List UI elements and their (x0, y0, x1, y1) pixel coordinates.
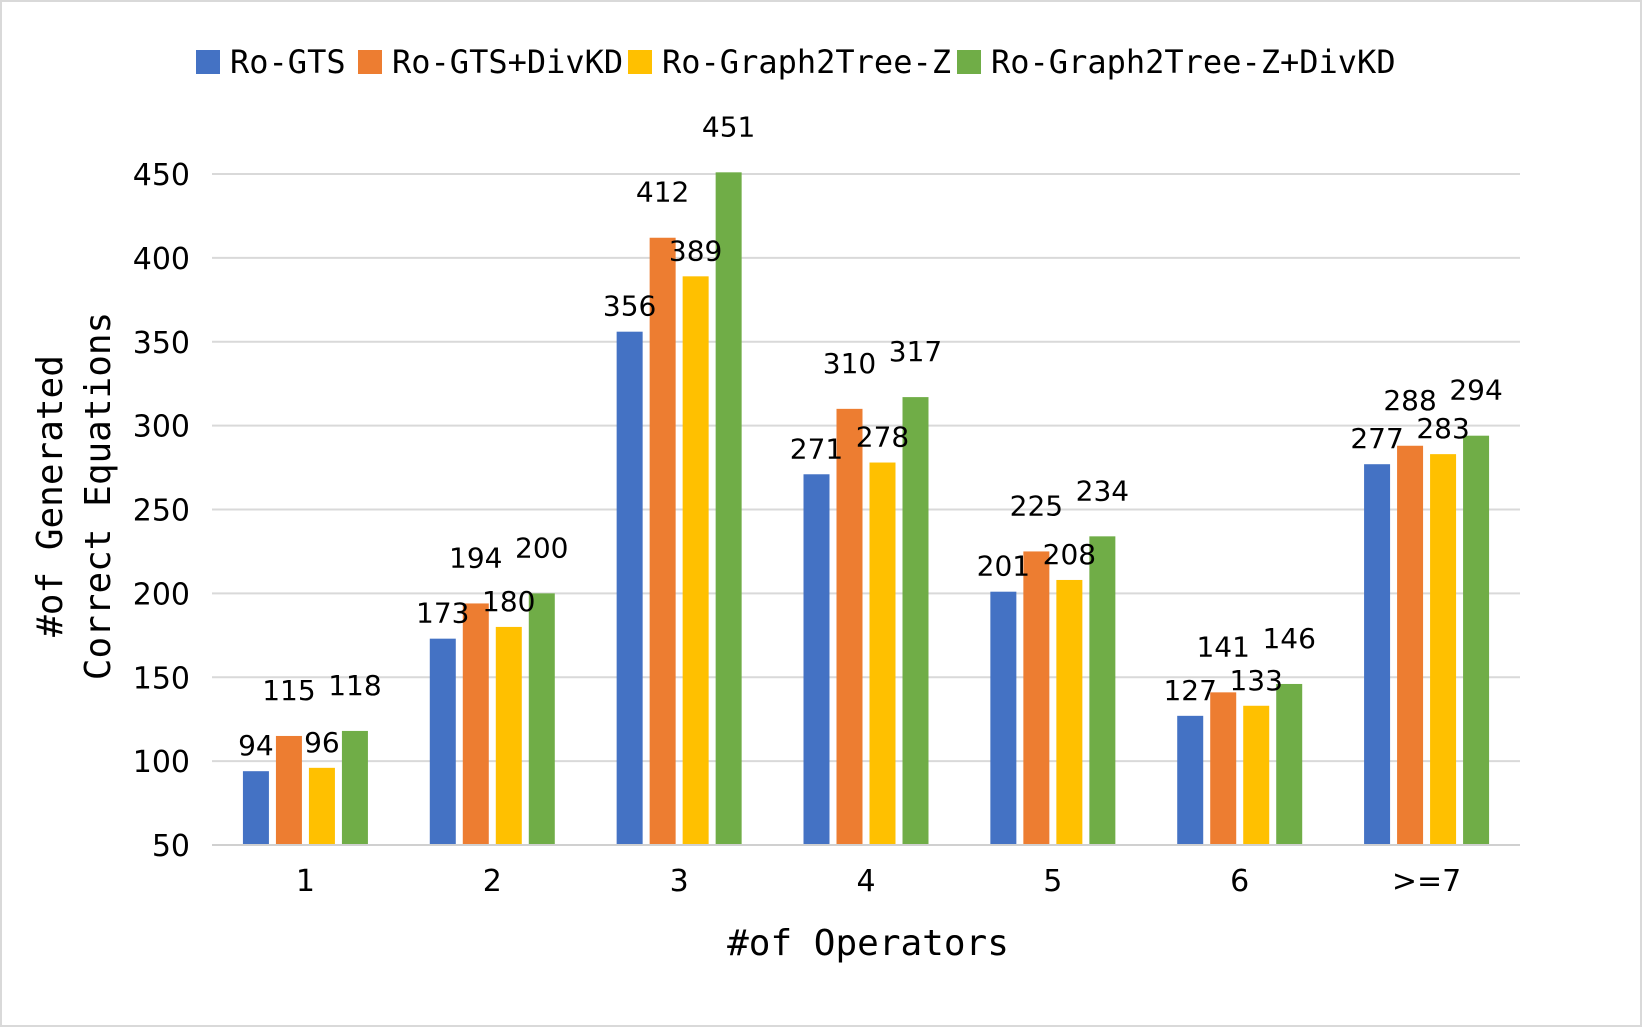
bar (308, 767, 335, 845)
x-tick-label: 3 (670, 864, 689, 899)
data-label: 277 (1350, 422, 1403, 455)
data-label: 225 (1010, 489, 1063, 522)
y-tick-label: 400 (133, 242, 190, 277)
bar (616, 331, 643, 845)
data-label: 115 (262, 674, 315, 707)
bar (1089, 536, 1116, 845)
bar (1364, 464, 1391, 845)
data-label: 96 (304, 726, 340, 759)
y-tick-label: 50 (152, 829, 190, 864)
legend-swatch (957, 50, 981, 74)
data-label: 356 (603, 290, 656, 323)
legend-label: Ro-Graph2Tree-Z (662, 43, 951, 81)
x-tick-label: 4 (856, 864, 875, 899)
data-label: 451 (702, 110, 755, 143)
bar (836, 408, 863, 845)
legend: Ro-GTS Ro-GTS+DivKD Ro-Graph2Tree-Z Ro-Grap… (196, 43, 1396, 81)
data-label: 389 (669, 234, 722, 267)
y-tick-label: 250 (133, 494, 190, 529)
y-axis-title-line-1: #of Generated (30, 355, 71, 637)
legend-swatch (628, 50, 652, 74)
data-label: 288 (1383, 384, 1436, 417)
x-tick-label: 6 (1230, 864, 1249, 899)
data-label: 180 (482, 585, 535, 618)
y-axis-title-line-2: Correct Equations (78, 312, 119, 680)
data-label: 146 (1262, 622, 1315, 655)
data-labels: 94 115 96 118 173 194 180 200 356 412 389 451 271 310… (238, 110, 1503, 762)
data-label: 310 (823, 347, 876, 380)
y-tick-label: 150 (133, 661, 190, 696)
data-label: 412 (636, 176, 689, 209)
bar (1177, 715, 1204, 845)
data-label: 173 (416, 597, 469, 630)
y-tick-label: 450 (133, 158, 190, 193)
bar (1056, 579, 1083, 845)
bar (715, 172, 742, 845)
bar (902, 397, 929, 845)
x-tick-label: >=7 (1392, 864, 1461, 899)
legend-label: Ro-Graph2Tree-Z+DivKD (991, 43, 1396, 81)
data-label: 271 (790, 432, 843, 465)
bars (242, 172, 1490, 845)
data-label: 234 (1076, 474, 1129, 507)
bar (869, 462, 896, 845)
y-tick-label: 100 (133, 745, 190, 780)
bar (990, 591, 1017, 845)
bar (242, 771, 269, 845)
bar (1397, 445, 1424, 845)
bar (1243, 705, 1270, 845)
bar (1023, 551, 1050, 845)
x-tick-label: 1 (296, 864, 315, 899)
legend-label: Ro-GTS (230, 43, 346, 81)
bar (803, 474, 830, 845)
bar (341, 730, 368, 845)
bar (462, 603, 489, 845)
data-label: 141 (1196, 630, 1249, 663)
bar (429, 638, 456, 845)
legend-swatch (358, 50, 382, 74)
y-axis-ticks: 50 100 150 200 250 300 350 400 450 (133, 158, 190, 864)
y-tick-label: 200 (133, 577, 190, 612)
gridlines (212, 173, 1520, 763)
bar (528, 593, 555, 845)
bar (495, 626, 522, 845)
x-axis-title: #of Operators (727, 923, 1009, 964)
y-tick-label: 350 (133, 326, 190, 361)
data-label: 200 (515, 531, 568, 564)
data-label: 194 (449, 541, 502, 574)
bar (649, 237, 676, 845)
x-tick-label: 2 (483, 864, 502, 899)
data-label: 94 (238, 729, 274, 762)
y-tick-label: 300 (133, 410, 190, 445)
bar (275, 735, 302, 845)
y-axis-title: #of Generated Correct Equations (30, 312, 119, 680)
data-label: 133 (1229, 664, 1282, 697)
data-label: 317 (889, 335, 942, 368)
data-label: 127 (1163, 674, 1216, 707)
bar (1463, 435, 1490, 845)
data-label: 118 (328, 669, 381, 702)
bar (1430, 454, 1457, 845)
data-label: 201 (977, 550, 1030, 583)
bar (1210, 692, 1237, 845)
bar (682, 276, 709, 845)
x-axis-ticks: 1 2 3 4 5 6 >=7 (296, 864, 1461, 899)
bar (1276, 683, 1303, 845)
data-label: 294 (1449, 374, 1502, 407)
legend-swatch (196, 50, 220, 74)
data-label: 208 (1043, 538, 1096, 571)
data-label: 278 (856, 421, 909, 454)
data-label: 283 (1416, 412, 1469, 445)
x-tick-label: 5 (1043, 864, 1062, 899)
legend-label: Ro-GTS+DivKD (392, 43, 623, 81)
